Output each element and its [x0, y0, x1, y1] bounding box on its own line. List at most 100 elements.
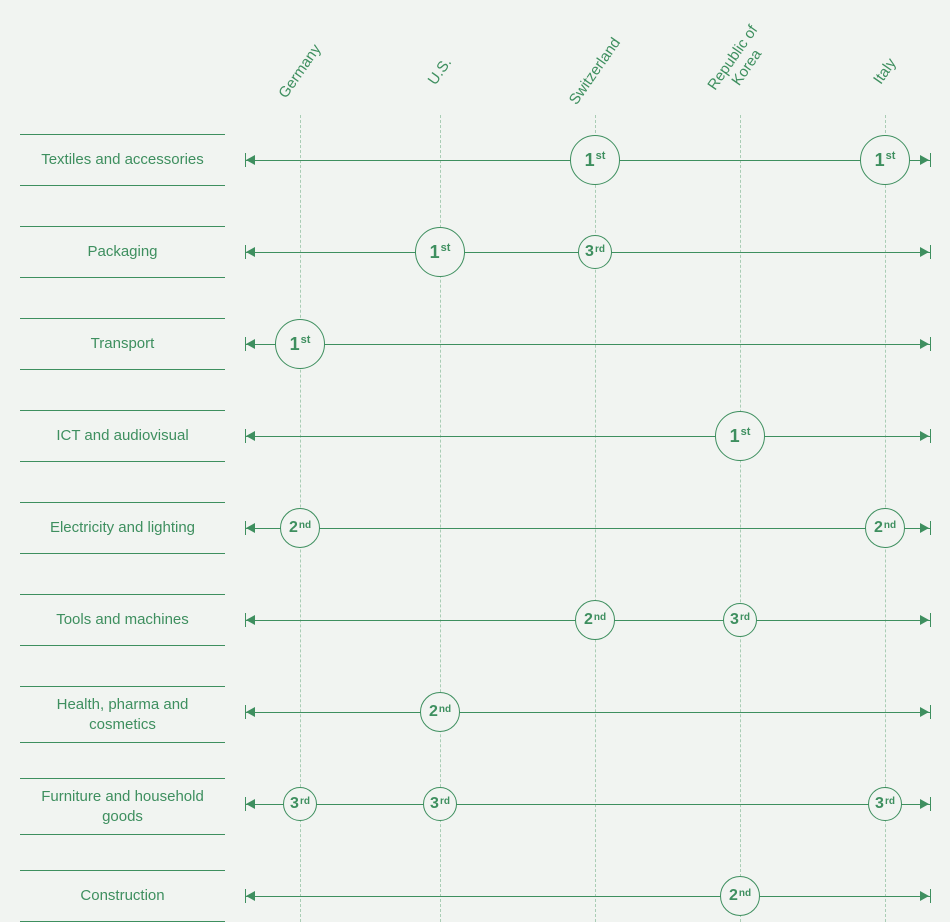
- rank-badge: 3rd: [423, 787, 457, 821]
- row-label-wrap: Transport: [20, 318, 225, 370]
- rank-suffix: nd: [594, 612, 606, 623]
- row-arrow-right: [920, 247, 929, 257]
- rank-suffix: st: [886, 150, 896, 162]
- rank-badge: 1st: [715, 411, 765, 461]
- rank-number: 1: [585, 150, 595, 171]
- rank-suffix: st: [741, 426, 751, 438]
- row-arrow-right: [920, 799, 929, 809]
- row-label-textiles: Textiles and accessories: [41, 150, 204, 170]
- row-arrow-left: [246, 891, 255, 901]
- row-label-health: Health, pharma and cosmetics: [26, 695, 219, 734]
- row-arrow-left: [246, 707, 255, 717]
- rank-badge: 3rd: [723, 603, 757, 637]
- rank-number: 2: [429, 703, 438, 721]
- row-label-tools: Tools and machines: [56, 610, 189, 630]
- row-label-wrap: Furniture and household goods: [20, 778, 225, 835]
- rank-number: 2: [584, 611, 593, 629]
- rank-badge: 1st: [570, 135, 620, 185]
- row-line-cap: [930, 153, 931, 167]
- rank-number: 1: [290, 334, 300, 355]
- country-label-us: U.S.: [425, 54, 456, 88]
- rank-badge: 1st: [415, 227, 465, 277]
- rank-suffix: rd: [300, 796, 310, 807]
- row-line-cap: [930, 521, 931, 535]
- row-arrow-right: [920, 339, 929, 349]
- country-label-korea: Republic of Korea: [704, 22, 775, 103]
- row-label-wrap: Textiles and accessories: [20, 134, 225, 186]
- row-arrow-right: [920, 707, 929, 717]
- rank-suffix: nd: [299, 520, 311, 531]
- row-line-cap: [930, 705, 931, 719]
- rank-number: 2: [289, 519, 298, 537]
- row-line: [245, 896, 930, 897]
- row-arrow-right: [920, 523, 929, 533]
- rank-number: 3: [585, 243, 594, 261]
- rank-number: 1: [730, 426, 740, 447]
- row-label-furniture: Furniture and household goods: [26, 787, 219, 826]
- country-label-italy: Italy: [870, 55, 900, 87]
- row-label-wrap: Construction: [20, 870, 225, 922]
- row-arrow-right: [920, 891, 929, 901]
- rank-suffix: st: [441, 242, 451, 254]
- ranking-chart: Germany U.S. Switzerland Republic of Korea I…: [0, 0, 950, 917]
- row-line: [245, 528, 930, 529]
- rank-badge: 2nd: [280, 508, 320, 548]
- row-arrow-left: [246, 615, 255, 625]
- row-line: [245, 712, 930, 713]
- row-line-cap: [930, 797, 931, 811]
- rank-suffix: nd: [884, 520, 896, 531]
- row-label-wrap: Packaging: [20, 226, 225, 278]
- row-arrow-left: [246, 523, 255, 533]
- rank-number: 3: [730, 611, 739, 629]
- row-arrow-right: [920, 615, 929, 625]
- row-arrow-right: [920, 431, 929, 441]
- row-arrow-left: [246, 799, 255, 809]
- rank-suffix: st: [301, 334, 311, 346]
- rank-number: 1: [430, 242, 440, 263]
- rank-number: 3: [875, 795, 884, 813]
- rank-badge: 1st: [860, 135, 910, 185]
- row-line: [245, 436, 930, 437]
- row-line-cap: [930, 889, 931, 903]
- row-arrow-left: [246, 339, 255, 349]
- rank-suffix: rd: [885, 796, 895, 807]
- row-line-cap: [930, 245, 931, 259]
- row-label-construction: Construction: [80, 886, 164, 906]
- rank-suffix: rd: [440, 796, 450, 807]
- rank-suffix: nd: [739, 888, 751, 899]
- rank-suffix: rd: [595, 244, 605, 255]
- row-line: [245, 804, 930, 805]
- rank-suffix: nd: [439, 704, 451, 715]
- country-label-switzerland: Switzerland: [566, 35, 625, 108]
- row-label-wrap: ICT and audiovisual: [20, 410, 225, 462]
- country-label-germany: Germany: [275, 41, 325, 101]
- column-line: [740, 115, 741, 922]
- rank-badge: 2nd: [575, 600, 615, 640]
- row-label-transport: Transport: [91, 334, 155, 354]
- rank-number: 2: [729, 887, 738, 905]
- rank-number: 3: [430, 795, 439, 813]
- row-label-wrap: Electricity and lighting: [20, 502, 225, 554]
- row-label-electricity: Electricity and lighting: [50, 518, 195, 538]
- rank-number: 3: [290, 795, 299, 813]
- rank-badge: 2nd: [420, 692, 460, 732]
- row-label-ict: ICT and audiovisual: [56, 426, 188, 446]
- rank-suffix: rd: [740, 612, 750, 623]
- rank-badge: 2nd: [865, 508, 905, 548]
- row-arrow-left: [246, 247, 255, 257]
- row-label-wrap: Tools and machines: [20, 594, 225, 646]
- row-line-cap: [930, 337, 931, 351]
- row-arrow-left: [246, 155, 255, 165]
- rank-badge: 1st: [275, 319, 325, 369]
- rank-badge: 3rd: [578, 235, 612, 269]
- row-line-cap: [930, 613, 931, 627]
- rank-number: 2: [874, 519, 883, 537]
- rank-number: 1: [875, 150, 885, 171]
- rank-badge: 3rd: [868, 787, 902, 821]
- row-arrow-left: [246, 431, 255, 441]
- row-line-cap: [930, 429, 931, 443]
- row-line: [245, 344, 930, 345]
- rank-badge: 2nd: [720, 876, 760, 916]
- rank-suffix: st: [596, 150, 606, 162]
- row-arrow-right: [920, 155, 929, 165]
